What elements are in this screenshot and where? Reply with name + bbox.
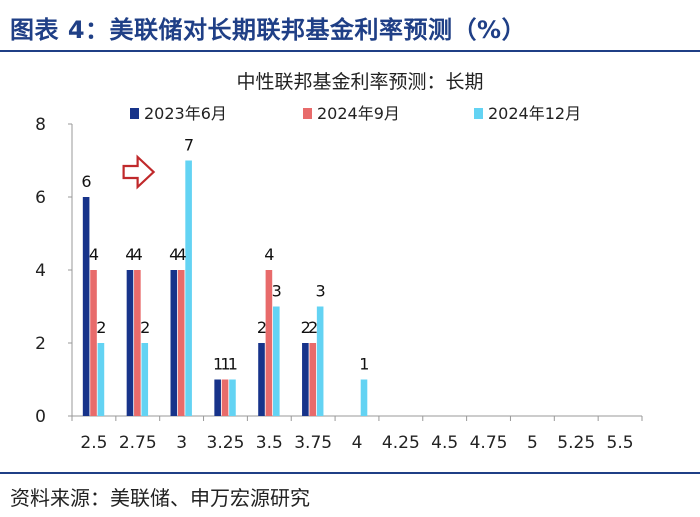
bar-chart: 中性联邦基金利率预测：长期 2023年6月 2024年9月 2024年12月 0 2 4… (35, 71, 643, 453)
data-label: 1 (213, 355, 223, 374)
data-label: 2 (308, 318, 318, 337)
x-tick-label: 3 (176, 433, 187, 453)
data-label: 4 (89, 245, 99, 264)
bar (316, 306, 324, 416)
data-label: 4 (169, 245, 179, 264)
data-label: 2 (96, 318, 106, 337)
y-tick-label: 0 (35, 407, 46, 427)
figure-title: 图表 4：美联储对长期联邦基金利率预测（%） (10, 16, 527, 44)
bar (126, 270, 134, 416)
bar (214, 379, 221, 416)
data-label: 1 (359, 355, 369, 374)
data-label: 4 (264, 245, 274, 264)
y-axis: 0 2 4 6 8 (35, 115, 73, 427)
arrow-icon (122, 154, 156, 190)
source-rule (0, 472, 700, 474)
data-label: 2 (301, 318, 311, 337)
bar (360, 379, 368, 416)
data-label: 1 (220, 355, 230, 374)
bar (273, 306, 280, 416)
y-tick-label: 8 (35, 115, 46, 135)
bar (177, 270, 185, 416)
x-tick-label: 2.75 (119, 433, 157, 453)
bar (185, 160, 192, 416)
legend-label: 2024年9月 (317, 104, 400, 123)
data-label: 2 (257, 318, 267, 337)
x-tick-label: 2.5 (80, 433, 107, 453)
data-label: 2 (140, 318, 150, 337)
legend: 2023年6月 2024年9月 2024年12月 (130, 104, 581, 123)
legend-swatch (303, 108, 312, 119)
bar (134, 270, 141, 416)
bar (302, 343, 309, 416)
legend-label: 2024年12月 (488, 104, 581, 123)
data-label: 3 (315, 282, 325, 301)
bar (82, 197, 90, 416)
x-tick-label: 5.5 (607, 433, 634, 453)
data-label: 7 (184, 136, 194, 155)
data-label: 6 (81, 172, 91, 191)
annotations (122, 154, 156, 190)
bar (170, 270, 178, 416)
bar (265, 270, 273, 416)
bar (141, 343, 149, 416)
x-tick-label: 5 (527, 433, 538, 453)
data-label: 4 (133, 245, 143, 264)
x-tick-label: 3.75 (294, 433, 332, 453)
x-tick-label: 3.5 (256, 433, 283, 453)
bar (309, 343, 317, 416)
x-axis: 2.5 2.75 3 3.25 3.5 3.75 4 4.25 4.5 4.75 5 5.25 5.5 (71, 415, 643, 453)
title-rule (0, 50, 700, 52)
x-tick-label: 3.25 (207, 433, 245, 453)
bar (258, 343, 265, 416)
chart-title: 中性联邦基金利率预测：长期 (236, 71, 483, 93)
chart-container: 中性联邦基金利率预测：长期 2023年6月 2024年9月 2024年12月 0 2 4… (0, 56, 700, 466)
bar (90, 270, 97, 416)
y-tick-label: 6 (35, 188, 46, 208)
x-tick-label: 4.25 (382, 433, 420, 453)
x-tick-label: 5.25 (557, 433, 595, 453)
bars (82, 160, 368, 416)
legend-label: 2023年6月 (144, 104, 227, 123)
bar (221, 379, 229, 416)
data-label: 3 (272, 282, 282, 301)
legend-swatch (474, 108, 483, 119)
y-tick-label: 4 (35, 261, 46, 281)
bar (229, 379, 236, 416)
bar (97, 343, 105, 416)
legend-swatch (130, 108, 139, 119)
source-note: 资料来源：美联储、申万宏源研究 (10, 486, 310, 510)
y-tick-label: 2 (35, 334, 46, 354)
x-tick-label: 4.5 (431, 433, 458, 453)
x-tick-label: 4.75 (470, 433, 508, 453)
data-label: 4 (125, 245, 135, 264)
data-label: 1 (228, 355, 238, 374)
x-tick-label: 4 (352, 433, 363, 453)
data-label: 4 (177, 245, 187, 264)
